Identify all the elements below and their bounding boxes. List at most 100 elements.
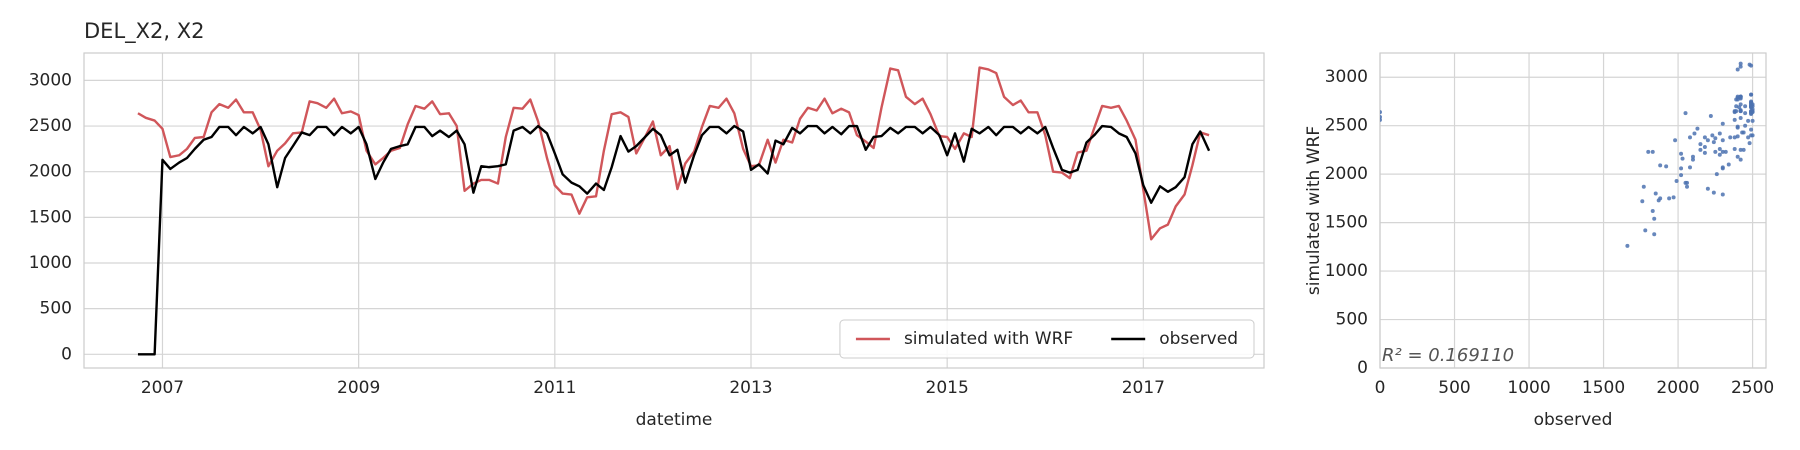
scatter-point xyxy=(1734,104,1739,109)
scatter-point xyxy=(1713,149,1718,154)
scatter-point xyxy=(1720,165,1725,170)
scatter-point xyxy=(1652,216,1657,221)
scatter-point xyxy=(1738,109,1743,114)
scatter-point xyxy=(1738,61,1743,66)
y-tick-label: 2000 xyxy=(29,162,72,182)
scatter-point xyxy=(1680,156,1685,161)
x-tick-label: 2013 xyxy=(729,378,772,398)
scatter-point xyxy=(1749,104,1754,109)
annotation: R² = 0.169110 xyxy=(1382,345,1514,366)
x-tick-label: 500 xyxy=(1438,378,1470,398)
scatter-point xyxy=(1720,149,1725,154)
scatter-point xyxy=(1746,135,1751,140)
scatter-point xyxy=(1698,147,1703,152)
scatter-point xyxy=(1717,146,1722,151)
scatter-point xyxy=(1714,172,1719,177)
scatter-point xyxy=(1734,109,1739,114)
scatter-point xyxy=(1656,198,1661,203)
scatter-point xyxy=(1695,126,1700,131)
scatter-point xyxy=(1702,135,1707,140)
scatter-point xyxy=(1749,109,1754,114)
scatter-point xyxy=(1743,123,1748,128)
scatter-point xyxy=(1720,121,1725,126)
scatter-point xyxy=(1702,150,1707,155)
x-tick-label: 2017 xyxy=(1122,378,1165,398)
y-tick-label: 0 xyxy=(61,344,72,364)
scatter-point xyxy=(1380,117,1382,122)
scatter-point xyxy=(1650,208,1655,213)
scatter-point xyxy=(1641,184,1646,189)
scatter-point xyxy=(1749,63,1754,68)
y-tick-label: 1000 xyxy=(29,253,72,273)
scatter-point xyxy=(1732,117,1737,122)
scatter-point xyxy=(1717,152,1722,157)
x-axis-label: datetime xyxy=(636,410,713,430)
scatter-point xyxy=(1687,165,1692,170)
scatter-point xyxy=(1738,115,1743,120)
plot-frame xyxy=(1379,52,1767,369)
y-tick-label: 2500 xyxy=(1325,116,1368,136)
legend-frame xyxy=(839,319,1255,359)
scatter-point xyxy=(1679,166,1684,171)
scatter-point xyxy=(1747,141,1752,146)
series-line xyxy=(137,66,1210,241)
scatter-point xyxy=(1673,138,1678,143)
scatter-point xyxy=(1734,97,1739,102)
scatter-point xyxy=(1650,149,1655,154)
x-tick-label: 0 xyxy=(1375,378,1386,398)
x-axis-label: observed xyxy=(1534,410,1613,430)
scatter-point xyxy=(1735,134,1740,139)
scatter-point xyxy=(1728,135,1733,140)
x-tick-label: 2009 xyxy=(337,378,380,398)
scatter-point xyxy=(1625,243,1630,248)
scatter-point xyxy=(1749,92,1754,97)
scatter-point xyxy=(1749,133,1754,138)
chart-title: DEL_X2, X2 xyxy=(84,19,204,44)
y-tick-label: 2000 xyxy=(1325,164,1368,184)
plot-frame xyxy=(83,52,1265,369)
scatter-point xyxy=(1640,199,1645,204)
scatter-point xyxy=(1735,125,1740,130)
scatter-point xyxy=(1643,228,1648,233)
series-line xyxy=(137,124,1211,356)
scatter-point xyxy=(1380,110,1382,115)
scatter-point xyxy=(1664,164,1669,169)
scatter-point xyxy=(1720,138,1725,143)
scatter-point xyxy=(1711,190,1716,195)
y-tick-label: 3000 xyxy=(1325,67,1368,87)
legend-label: observed xyxy=(1159,329,1238,349)
y-tick-label: 500 xyxy=(40,299,72,319)
scatter-point xyxy=(1726,162,1731,167)
scatter-point xyxy=(1679,173,1684,178)
scatter-point xyxy=(1683,180,1688,185)
scatter-point xyxy=(1750,118,1755,123)
scatter-point xyxy=(1720,192,1725,197)
scatter-point xyxy=(1698,142,1703,147)
scatter-point xyxy=(1746,118,1751,123)
scatter-point xyxy=(1741,147,1746,152)
y-tick-label: 1500 xyxy=(29,207,72,227)
scatter-point xyxy=(1690,157,1695,162)
scatter-point xyxy=(1738,147,1743,152)
y-tick-label: 3000 xyxy=(29,70,72,90)
y-tick-label: 2500 xyxy=(29,116,72,136)
scatter-point xyxy=(1732,146,1737,151)
scatter-point xyxy=(1702,145,1707,150)
scatter-point xyxy=(1708,114,1713,118)
scatter-point xyxy=(1653,191,1658,196)
x-tick-label: 2500 xyxy=(1731,378,1774,398)
scatter-point xyxy=(1658,163,1663,168)
scatter-point xyxy=(1743,104,1748,109)
x-tick-label: 1000 xyxy=(1507,378,1550,398)
scatter-point xyxy=(1705,138,1710,143)
scatter-point xyxy=(1735,67,1740,72)
scatter-point xyxy=(1687,135,1692,140)
scatter-point xyxy=(1743,111,1748,116)
scatter-point xyxy=(1738,64,1743,69)
y-axis-label: simulated with WRF xyxy=(1304,126,1324,295)
x-tick-label: 2007 xyxy=(141,378,184,398)
scatter-point xyxy=(1735,154,1740,159)
x-tick-label: 2015 xyxy=(926,378,969,398)
